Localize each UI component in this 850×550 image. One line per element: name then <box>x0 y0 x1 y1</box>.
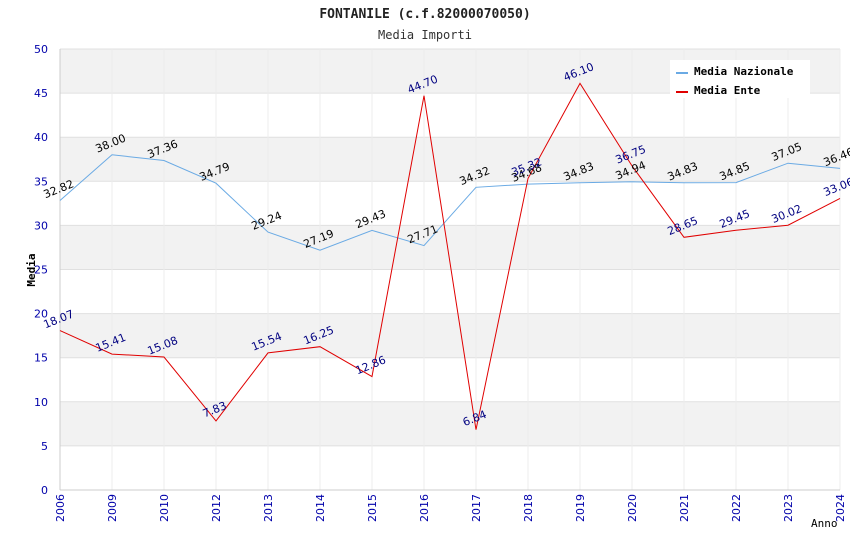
x-tick-label: 2006 <box>54 494 67 522</box>
legend-label-media-ente: Media Ente <box>694 84 761 97</box>
y-tick-label: 45 <box>34 87 48 100</box>
x-tick-label: 2015 <box>366 494 379 522</box>
y-tick-label: 10 <box>34 396 48 409</box>
x-tick-label: 2016 <box>418 494 431 522</box>
x-tick-label: 2010 <box>158 494 171 522</box>
y-tick-label: 50 <box>34 43 48 56</box>
grid-lines <box>59 48 841 491</box>
data-label-media-ente: 30.02 <box>770 202 804 226</box>
x-tick-label: 2022 <box>730 494 743 522</box>
x-tick-label: 2023 <box>782 494 795 522</box>
x-tick-label: 2017 <box>470 494 483 522</box>
series-line-media-nazionale <box>59 154 841 251</box>
grid-band <box>60 137 840 182</box>
y-tick-label: 25 <box>34 264 48 277</box>
x-axis-label: Anno <box>811 517 838 530</box>
x-tick-label: 2012 <box>210 494 223 522</box>
x-tick-label: 2021 <box>678 494 691 522</box>
x-tick-label: 2013 <box>262 494 275 522</box>
y-tick-label: 30 <box>34 219 48 232</box>
chart-subtitle: Media Importi <box>378 28 472 42</box>
y-tick-label: 15 <box>34 352 48 365</box>
legend-label-media-nazionale: Media Nazionale <box>694 65 794 78</box>
x-tick-label: 2018 <box>522 494 535 522</box>
y-tick-label: 0 <box>41 484 48 497</box>
legend: Media Nazionale Media Ente <box>670 60 810 98</box>
y-tick-label: 20 <box>34 308 48 321</box>
x-tick-label: 2024 <box>834 494 847 522</box>
grid-band <box>60 313 840 358</box>
x-tick-label: 2020 <box>626 494 639 522</box>
chart-title: FONTANILE (c.f.82000070050) <box>319 7 530 22</box>
grid-bands <box>60 49 840 446</box>
x-tick-label: 2009 <box>106 494 119 522</box>
y-tick-label: 35 <box>34 175 48 188</box>
legend-box <box>670 60 810 98</box>
x-tick-label: 2019 <box>574 494 587 522</box>
y-tick-labels: 0 5 10 15 20 25 30 35 40 45 50 <box>34 43 48 497</box>
x-tick-labels: 2006 2009 2010 2012 2013 2014 2015 2016 2017 2018… <box>54 494 847 522</box>
series-line-media-ente <box>59 82 841 430</box>
series-group <box>59 82 841 430</box>
x-tick-label: 2014 <box>314 494 327 522</box>
y-axis-label: Media <box>25 253 38 286</box>
grid-band <box>60 401 840 446</box>
y-tick-label: 5 <box>41 440 48 453</box>
y-tick-label: 40 <box>34 131 48 144</box>
